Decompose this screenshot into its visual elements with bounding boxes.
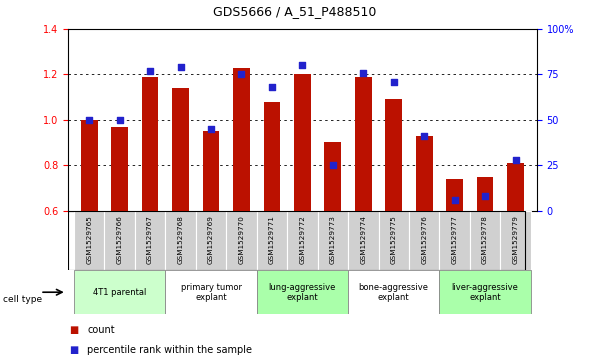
Text: primary tumor
explant: primary tumor explant [181,282,241,302]
Bar [348,270,440,314]
Text: GSM1529774: GSM1529774 [360,215,366,264]
Point [115,117,124,123]
Point [389,79,398,85]
Point [511,157,520,163]
Bar [112,127,128,211]
Text: 4T1 parental: 4T1 parental [93,288,146,297]
Point [359,70,368,76]
Bar [385,99,402,211]
Bar [500,211,531,270]
Bar [165,211,196,270]
Bar [317,211,348,270]
Bar [104,211,135,270]
Point [480,193,490,199]
Point [84,117,94,123]
Bar [440,270,531,314]
Point [419,133,429,139]
Point [237,72,246,77]
Text: ■: ■ [70,325,79,335]
Bar [446,179,463,211]
Bar [416,136,432,211]
Text: GSM1529769: GSM1529769 [208,215,214,264]
Text: liver-aggressive
explant: liver-aggressive explant [452,282,519,302]
Text: percentile rank within the sample: percentile rank within the sample [87,345,253,355]
Point [206,126,216,132]
Bar [294,74,311,211]
Text: ■: ■ [70,345,79,355]
Bar [379,211,409,270]
Bar [355,77,372,211]
Bar [172,88,189,211]
Point [328,162,337,168]
Bar [142,77,159,211]
Bar [257,211,287,270]
Text: bone-aggressive
explant: bone-aggressive explant [359,282,429,302]
Text: lung-aggressive
explant: lung-aggressive explant [268,282,336,302]
Bar [196,211,226,270]
Bar [507,163,524,211]
Bar [264,102,280,211]
Bar [74,270,165,314]
Text: GSM1529766: GSM1529766 [117,215,123,264]
Text: GSM1529776: GSM1529776 [421,215,427,264]
Bar [81,120,97,211]
Text: GSM1529765: GSM1529765 [86,215,92,264]
Bar [287,211,317,270]
Text: GSM1529775: GSM1529775 [391,215,396,264]
Bar [135,211,165,270]
Bar [440,211,470,270]
Text: GSM1529772: GSM1529772 [299,215,306,264]
Bar [470,211,500,270]
Point [145,68,155,74]
Bar [477,176,493,211]
Bar [409,211,440,270]
Bar [74,211,104,270]
Text: GSM1529777: GSM1529777 [452,215,458,264]
Text: count: count [87,325,115,335]
Bar [202,131,219,211]
Text: GSM1529768: GSM1529768 [178,215,183,264]
Bar [165,270,257,314]
Text: cell type: cell type [3,295,42,304]
Text: GSM1529778: GSM1529778 [482,215,488,264]
Point [297,62,307,68]
Text: GSM1529779: GSM1529779 [513,215,519,264]
Point [267,84,277,90]
Text: GDS5666 / A_51_P488510: GDS5666 / A_51_P488510 [214,5,376,19]
Text: GSM1529767: GSM1529767 [147,215,153,264]
Bar [226,211,257,270]
Text: GSM1529770: GSM1529770 [238,215,244,264]
Bar [324,142,341,211]
Bar [257,270,348,314]
Bar [348,211,379,270]
Point [450,197,460,203]
Text: GSM1529773: GSM1529773 [330,215,336,264]
Text: GSM1529771: GSM1529771 [269,215,275,264]
Point [176,64,185,70]
Bar [233,68,250,211]
